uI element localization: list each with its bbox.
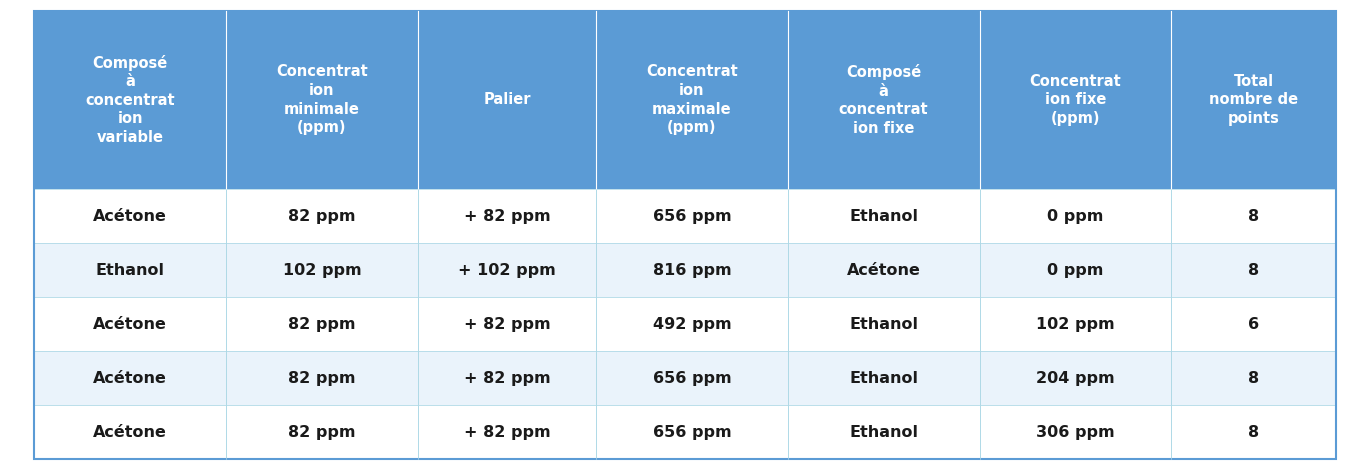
Text: Ethanol: Ethanol <box>849 317 918 332</box>
FancyBboxPatch shape <box>596 405 788 460</box>
Text: 102 ppm: 102 ppm <box>282 263 362 278</box>
FancyBboxPatch shape <box>1171 352 1336 405</box>
FancyBboxPatch shape <box>596 298 788 352</box>
Text: Ethanol: Ethanol <box>96 263 164 278</box>
Text: 8: 8 <box>1248 425 1259 440</box>
Text: + 82 ppm: + 82 ppm <box>463 425 551 440</box>
FancyBboxPatch shape <box>418 189 596 243</box>
FancyBboxPatch shape <box>788 298 980 352</box>
FancyBboxPatch shape <box>226 352 418 405</box>
Text: 656 ppm: 656 ppm <box>652 425 732 440</box>
FancyBboxPatch shape <box>418 11 596 189</box>
Text: Acétone: Acétone <box>93 209 167 224</box>
FancyBboxPatch shape <box>1171 298 1336 352</box>
FancyBboxPatch shape <box>226 189 418 243</box>
FancyBboxPatch shape <box>226 243 418 298</box>
Text: + 82 ppm: + 82 ppm <box>463 371 551 386</box>
FancyBboxPatch shape <box>1171 189 1336 243</box>
FancyBboxPatch shape <box>980 11 1171 189</box>
FancyBboxPatch shape <box>980 243 1171 298</box>
Text: 0 ppm: 0 ppm <box>1047 209 1104 224</box>
FancyBboxPatch shape <box>34 405 226 460</box>
FancyBboxPatch shape <box>788 352 980 405</box>
Text: 82 ppm: 82 ppm <box>288 425 356 440</box>
Text: 102 ppm: 102 ppm <box>1036 317 1115 332</box>
FancyBboxPatch shape <box>1171 11 1336 189</box>
Text: Composé
à
concentrat
ion fixe: Composé à concentrat ion fixe <box>838 64 929 136</box>
FancyBboxPatch shape <box>418 243 596 298</box>
FancyBboxPatch shape <box>980 405 1171 460</box>
Text: Total
nombre de
points: Total nombre de points <box>1208 74 1299 126</box>
Text: 82 ppm: 82 ppm <box>288 317 356 332</box>
Text: 492 ppm: 492 ppm <box>652 317 732 332</box>
Text: 82 ppm: 82 ppm <box>288 371 356 386</box>
Text: 656 ppm: 656 ppm <box>652 209 732 224</box>
FancyBboxPatch shape <box>34 243 226 298</box>
Text: 0 ppm: 0 ppm <box>1047 263 1104 278</box>
Text: Ethanol: Ethanol <box>849 209 918 224</box>
Text: 8: 8 <box>1248 263 1259 278</box>
Text: Acétone: Acétone <box>847 263 921 278</box>
FancyBboxPatch shape <box>596 189 788 243</box>
FancyBboxPatch shape <box>34 11 226 189</box>
Text: + 82 ppm: + 82 ppm <box>463 209 551 224</box>
Text: Ethanol: Ethanol <box>849 425 918 440</box>
FancyBboxPatch shape <box>226 298 418 352</box>
FancyBboxPatch shape <box>980 298 1171 352</box>
FancyBboxPatch shape <box>788 11 980 189</box>
FancyBboxPatch shape <box>1171 243 1336 298</box>
Text: Acétone: Acétone <box>93 371 167 386</box>
FancyBboxPatch shape <box>34 189 226 243</box>
Text: 8: 8 <box>1248 371 1259 386</box>
Text: + 102 ppm: + 102 ppm <box>458 263 556 278</box>
Text: 6: 6 <box>1248 317 1259 332</box>
FancyBboxPatch shape <box>596 352 788 405</box>
FancyBboxPatch shape <box>596 243 788 298</box>
Text: Composé
à
concentrat
ion
variable: Composé à concentrat ion variable <box>85 55 175 145</box>
Text: Ethanol: Ethanol <box>849 371 918 386</box>
Text: Concentrat
ion
maximale
(ppm): Concentrat ion maximale (ppm) <box>647 64 737 135</box>
Text: 816 ppm: 816 ppm <box>652 263 732 278</box>
FancyBboxPatch shape <box>34 298 226 352</box>
FancyBboxPatch shape <box>788 243 980 298</box>
Text: Acétone: Acétone <box>93 317 167 332</box>
FancyBboxPatch shape <box>418 405 596 460</box>
Text: Concentrat
ion fixe
(ppm): Concentrat ion fixe (ppm) <box>1030 74 1121 126</box>
FancyBboxPatch shape <box>980 189 1171 243</box>
Text: Palier: Palier <box>484 93 530 107</box>
FancyBboxPatch shape <box>596 11 788 189</box>
Text: Acétone: Acétone <box>93 425 167 440</box>
FancyBboxPatch shape <box>788 405 980 460</box>
FancyBboxPatch shape <box>226 405 418 460</box>
FancyBboxPatch shape <box>418 298 596 352</box>
Text: + 82 ppm: + 82 ppm <box>463 317 551 332</box>
FancyBboxPatch shape <box>226 11 418 189</box>
Text: 204 ppm: 204 ppm <box>1036 371 1115 386</box>
Text: Concentrat
ion
minimale
(ppm): Concentrat ion minimale (ppm) <box>277 64 367 135</box>
FancyBboxPatch shape <box>980 352 1171 405</box>
Text: 656 ppm: 656 ppm <box>652 371 732 386</box>
FancyBboxPatch shape <box>418 352 596 405</box>
FancyBboxPatch shape <box>1171 405 1336 460</box>
Text: 82 ppm: 82 ppm <box>288 209 356 224</box>
Text: 8: 8 <box>1248 209 1259 224</box>
FancyBboxPatch shape <box>788 189 980 243</box>
Text: 306 ppm: 306 ppm <box>1036 425 1115 440</box>
FancyBboxPatch shape <box>34 352 226 405</box>
